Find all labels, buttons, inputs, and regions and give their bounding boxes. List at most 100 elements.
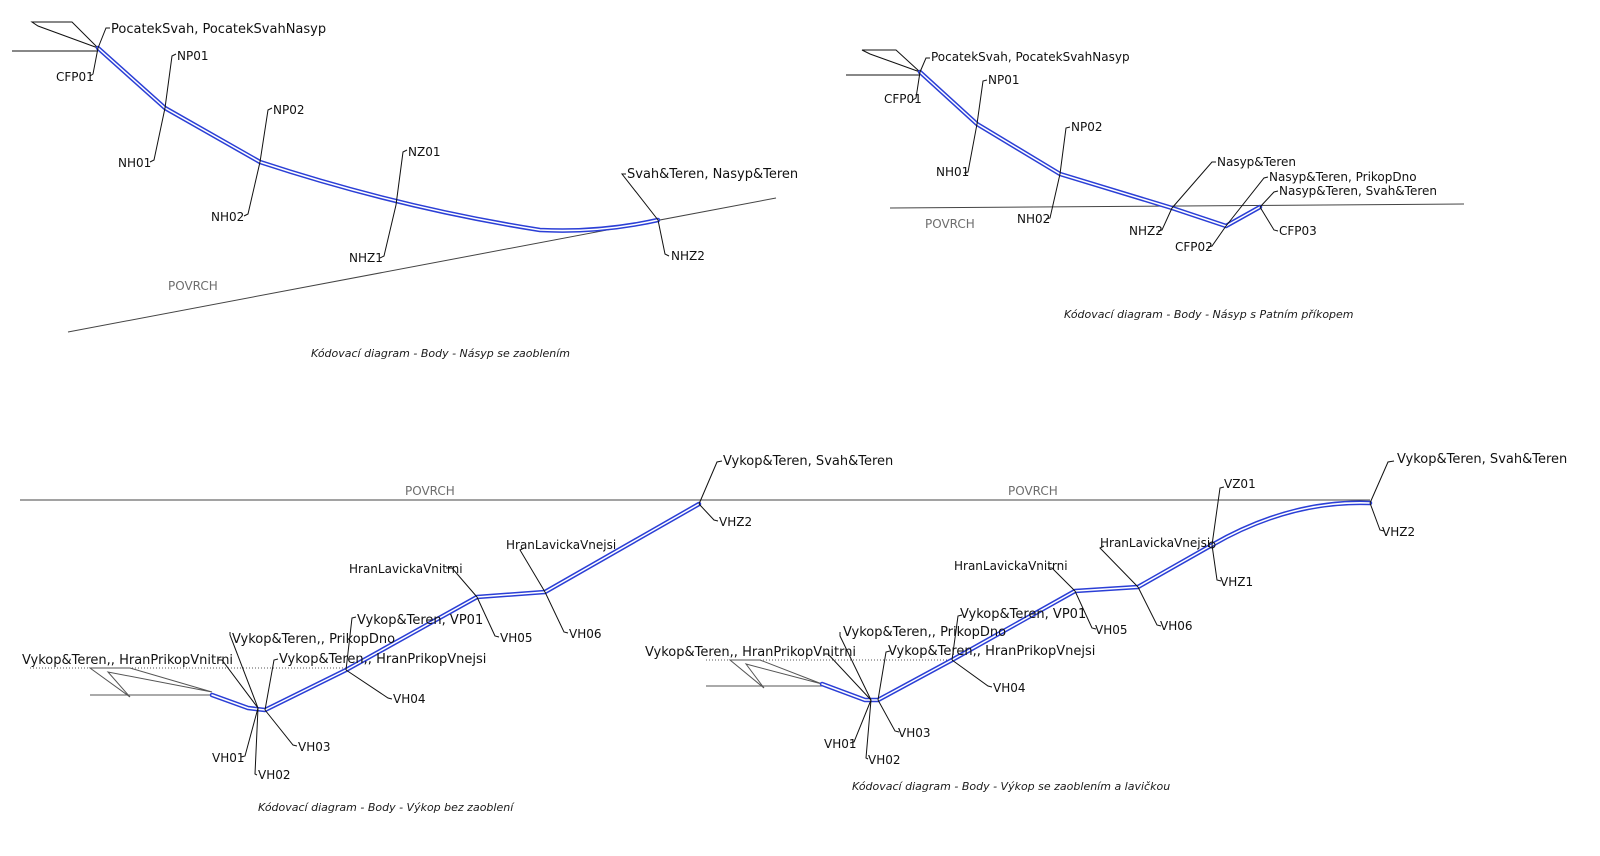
leader-vh03	[877, 699, 900, 733]
leader-vhz1	[1211, 544, 1222, 582]
label-pocatek-svah: PocatekSvah, PocatekSvahNasyp	[931, 50, 1130, 64]
ditch-outline	[88, 667, 213, 698]
label-vz01: VZ01	[1224, 477, 1256, 491]
diagram-vykop-zaobleni-lavicka: POVRCH Vykop&Teren, Svah&Teren VHZ2 VZ01…	[645, 452, 1567, 793]
surface-label: POVRCH	[1008, 484, 1058, 498]
leader-end	[698, 460, 723, 505]
label-np01: NP01	[177, 49, 208, 63]
alignment-line	[209, 501, 702, 713]
diagram-nasyp-zaobleni: POVRCH PocatekSvah, PocatekSvahNasyp CFP…	[12, 21, 798, 360]
leader-vh02	[865, 699, 872, 760]
alignment-line-inner	[919, 71, 1261, 227]
leader-end	[620, 173, 659, 221]
label-hran-vnitrni: HranLavickaVnitrni	[349, 562, 463, 576]
leader-vhz2	[1369, 502, 1385, 532]
label-nhz1: NHZ1	[349, 251, 383, 265]
label-prikop-vnejsi: Vykop&Teren,, HranPrikopVnejsi	[888, 644, 1095, 659]
label-vp01: Vykop&Teren, VP01	[357, 613, 483, 628]
leader-top	[97, 27, 110, 49]
leader-cfp01	[912, 71, 921, 101]
leader-prikop-vnitrni	[218, 659, 259, 709]
label-vh03: VH03	[898, 726, 931, 740]
leader-vh02	[254, 707, 259, 776]
leader-np02	[1059, 126, 1071, 175]
label-vh02: VH02	[868, 753, 901, 767]
leader-cfp03	[1259, 206, 1279, 232]
leader-nhz2	[1157, 207, 1173, 232]
label-vh05: VH05	[1095, 623, 1128, 637]
leader-vh04	[345, 669, 393, 700]
leader-vh01	[240, 707, 259, 758]
label-np01: NP01	[988, 73, 1019, 87]
ditch-outline	[706, 659, 823, 689]
leader-nh01	[149, 107, 166, 163]
label-prikop-dno: Vykop&Teren,, PrikopDno	[232, 632, 395, 647]
surface-label: POVRCH	[168, 279, 218, 293]
leader-hran-vnitrni	[1048, 567, 1076, 592]
leader-nhz1	[379, 204, 397, 259]
leader-nz01	[395, 149, 408, 206]
alignment-line-inner	[97, 47, 659, 232]
label-vh06: VH06	[569, 627, 602, 641]
label-nhz2: NHZ2	[671, 249, 705, 263]
label-vh06: VH06	[1160, 619, 1193, 633]
label-prikop-vnejsi: Vykop&Teren,, HranPrikopVnejsi	[279, 652, 486, 667]
label-vykop-svah: Vykop&Teren, Svah&Teren	[723, 454, 893, 469]
label-prikop-vnitrni: Vykop&Teren,, HranPrikopVnitrni	[645, 645, 856, 660]
label-vh01: VH01	[212, 751, 245, 765]
label-nh02: NH02	[1017, 212, 1050, 226]
label-cfp01: CFP01	[56, 70, 94, 84]
leader-vp01	[951, 614, 963, 661]
label-vh04: VH04	[393, 692, 426, 706]
leader-vh06	[544, 591, 569, 634]
label-nasyp-teren: Nasyp&Teren	[1217, 155, 1296, 169]
caption-vykop-bez-zaobleni: Kódovací diagram - Body - Výkop bez zaob…	[258, 801, 515, 814]
leader-vh03	[264, 709, 298, 747]
leader-prikop-dno	[1225, 176, 1269, 227]
label-hran-vnejsi: HranLavickaVnejsi	[1100, 536, 1210, 550]
leader-prikop-vnejsi	[877, 650, 891, 701]
label-vhz2: VHZ2	[1382, 525, 1415, 539]
leader-vh05	[1074, 590, 1097, 630]
leader-vh06	[1137, 586, 1162, 627]
leader-prikop-dno	[229, 632, 259, 709]
leader-prikop-vnejsi	[264, 658, 279, 711]
leader-hran-vnejsi	[519, 547, 546, 593]
leader-vp01	[345, 616, 357, 671]
label-cfp02: CFP02	[1175, 240, 1213, 254]
leader-vh05	[476, 596, 500, 638]
caption-nasyp-zaobleni: Kódovací diagram - Body - Násyp se zaobl…	[311, 347, 570, 360]
leader-vh01	[849, 699, 872, 744]
alignment-line	[95, 45, 661, 233]
caption-nasyp-prikop: Kódovací diagram - Body - Násyp s Patním…	[1064, 308, 1354, 321]
leader-cfp01	[89, 47, 99, 77]
alignment-line	[917, 69, 1263, 229]
leader-nh01	[963, 123, 978, 174]
label-prikop-vnitrni: Vykop&Teren,, HranPrikopVnitrni	[22, 653, 233, 668]
leader-hran-vnejsi	[1099, 545, 1139, 588]
leader-nh02	[1045, 173, 1061, 220]
label-hran-vnitrni: HranLavickaVnitrni	[954, 559, 1068, 573]
leader-top	[919, 57, 930, 73]
label-vp01: Vykop&Teren, VP01	[960, 607, 1086, 622]
label-np02: NP02	[273, 103, 304, 117]
label-prikop-dno: Vykop&Teren,, PrikopDno	[843, 625, 1006, 640]
label-vh03: VH03	[298, 740, 331, 754]
label-nhz2: NHZ2	[1129, 224, 1163, 238]
leader-np01	[976, 79, 988, 125]
label-cfp03: CFP03	[1279, 224, 1317, 238]
leader-hran-vnitrni	[446, 567, 478, 598]
label-vykop-svah: Vykop&Teren, Svah&Teren	[1397, 452, 1567, 467]
leader-np02	[259, 107, 273, 163]
leader-vhz2	[698, 503, 719, 522]
leader-nasyp-svah	[1259, 190, 1279, 208]
leader-nasyp-teren	[1171, 161, 1216, 209]
label-vhz2: VHZ2	[719, 515, 752, 529]
label-nh02: NH02	[211, 210, 244, 224]
leader-nh02	[243, 161, 261, 217]
label-np02: NP02	[1071, 120, 1102, 134]
label-vh04: VH04	[993, 681, 1026, 695]
label-nasyp-svah: Nasyp&Teren, Svah&Teren	[1279, 184, 1437, 198]
